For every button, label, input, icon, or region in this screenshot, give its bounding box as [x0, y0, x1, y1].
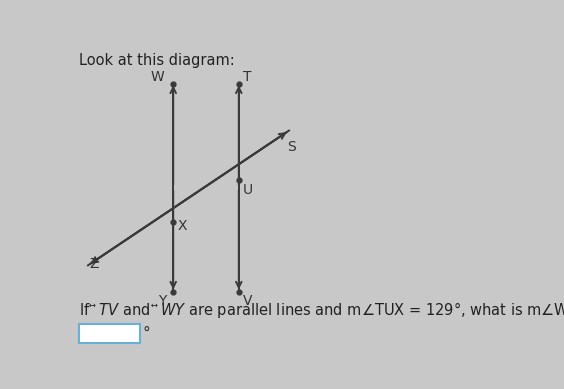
Text: Y: Y [158, 294, 167, 308]
Text: V: V [243, 294, 253, 308]
Text: U: U [243, 183, 253, 197]
Text: Look at this diagram:: Look at this diagram: [79, 53, 235, 68]
Text: If $\overleftrightarrow{TV}$ and $\overleftrightarrow{WY}$ are parallel lines an: If $\overleftrightarrow{TV}$ and $\overl… [79, 300, 564, 320]
FancyBboxPatch shape [79, 324, 140, 343]
Text: °: ° [143, 326, 151, 341]
Text: Z: Z [90, 257, 99, 271]
Text: X: X [178, 219, 187, 233]
Text: W: W [151, 70, 165, 84]
Text: T: T [243, 70, 252, 84]
Text: S: S [287, 140, 296, 154]
